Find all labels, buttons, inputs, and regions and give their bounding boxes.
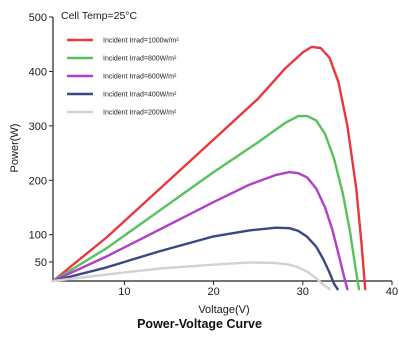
y-tick-label: 200 bbox=[29, 175, 47, 187]
y-tick-label: 400 bbox=[29, 66, 47, 78]
legend-label: Incident Irrad=400W/m² bbox=[103, 92, 177, 99]
chart-title: Power-Voltage Curve bbox=[137, 317, 262, 331]
cell-temp-annotation: Cell Temp=25°C bbox=[61, 10, 138, 22]
y-axis-ticks: 50 100 200 300 400 500 bbox=[29, 12, 53, 269]
legend-label: Incident Irrad=800W/m² bbox=[103, 56, 177, 63]
series-line-4 bbox=[51, 226, 339, 291]
series-lines bbox=[51, 45, 367, 291]
series-line-1 bbox=[51, 45, 367, 291]
legend: Incident Irrad=1000w/m² Incident Irrad=80… bbox=[67, 38, 179, 117]
y-tick-label: 50 bbox=[35, 257, 47, 269]
legend-label: Incident Irrad=600W/m² bbox=[103, 74, 177, 81]
series-line-3 bbox=[51, 170, 349, 291]
x-axis-ticks: 10 20 30 40 bbox=[118, 281, 398, 298]
legend-label: Incident Irrad=1000w/m² bbox=[103, 38, 179, 45]
y-tick-label: 300 bbox=[29, 121, 47, 133]
legend-label: Incident Irrad=200W/m² bbox=[103, 110, 177, 117]
y-tick-label: 500 bbox=[29, 12, 47, 24]
series-line-2 bbox=[51, 114, 361, 291]
x-axis-title: Voltage(V) bbox=[198, 304, 249, 316]
series-line-5 bbox=[51, 261, 331, 291]
x-tick-label: 20 bbox=[207, 286, 219, 298]
x-tick-label: 40 bbox=[386, 286, 398, 298]
axes bbox=[52, 17, 392, 282]
x-tick-label: 30 bbox=[297, 286, 309, 298]
x-tick-label: 10 bbox=[118, 286, 130, 298]
y-tick-label: 100 bbox=[29, 230, 47, 242]
y-axis-title: Power(W) bbox=[9, 124, 21, 173]
